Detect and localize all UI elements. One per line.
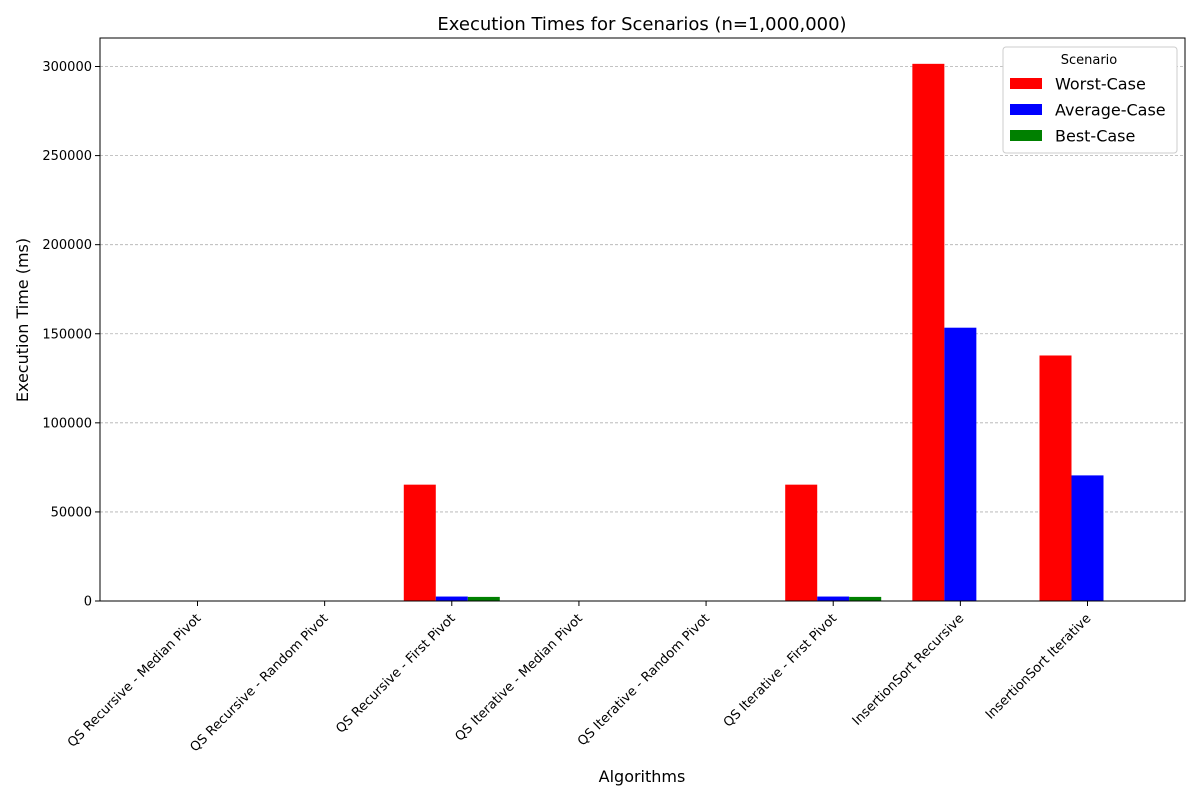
x-tick-label: QS Iterative - Median Pivot xyxy=(452,611,585,744)
x-tick-label: QS Recursive - First Pivot xyxy=(333,611,458,736)
legend-box xyxy=(1002,46,1178,154)
x-axis-label: Algorithms xyxy=(599,767,686,786)
legend-swatch-best-case xyxy=(1010,130,1042,141)
bar-worst-case xyxy=(785,484,818,601)
x-tick-label: QS Iterative - Random Pivot xyxy=(575,611,713,749)
bar-best-case xyxy=(467,596,500,601)
bar-worst-case xyxy=(403,484,436,601)
y-tick-label: 300000 xyxy=(42,60,92,75)
legend: Scenario Worst-Case Average-Case Best-Case xyxy=(1002,46,1178,154)
bar-worst-case xyxy=(1039,355,1072,601)
x-tick-label: QS Recursive - Random Pivot xyxy=(187,611,331,755)
legend-swatch-average-case xyxy=(1010,104,1042,115)
legend-items: Worst-Case Average-Case Best-Case xyxy=(1010,75,1166,146)
y-axis-ticks: 0 50000 100000 150000 200000 250000 300000 xyxy=(42,60,100,610)
bar-average-case xyxy=(817,596,850,601)
x-tick-label: InsertionSort Iterative xyxy=(983,611,1094,722)
legend-label: Average-Case xyxy=(1055,101,1166,120)
bar-worst-case xyxy=(912,63,945,601)
legend-swatch-worst-case xyxy=(1010,78,1042,89)
y-tick-label: 0 xyxy=(84,595,92,610)
gridlines xyxy=(100,66,1185,513)
plot-area-frame xyxy=(99,37,1186,602)
y-axis-label: Execution Time (ms) xyxy=(13,238,32,402)
legend-title: Scenario xyxy=(1061,53,1118,68)
legend-label: Worst-Case xyxy=(1055,75,1146,94)
bars xyxy=(149,63,1136,601)
bar-best-case xyxy=(849,596,882,601)
bar-average-case xyxy=(944,327,977,601)
y-tick-label: 50000 xyxy=(51,505,92,520)
bar-average-case xyxy=(435,596,468,601)
chart-title: Execution Times for Scenarios (n=1,000,0… xyxy=(437,14,846,35)
x-tick-label: QS Iterative - First Pivot xyxy=(721,611,840,730)
bar-average-case xyxy=(1071,475,1104,601)
x-tick-label: QS Recursive - Median Pivot xyxy=(65,611,204,750)
x-tick-label: InsertionSort Recursive xyxy=(850,611,967,728)
y-tick-label: 200000 xyxy=(42,238,92,253)
y-tick-label: 150000 xyxy=(42,327,92,342)
legend-label: Best-Case xyxy=(1055,127,1135,146)
y-tick-label: 250000 xyxy=(42,149,92,164)
y-tick-label: 100000 xyxy=(42,416,92,431)
